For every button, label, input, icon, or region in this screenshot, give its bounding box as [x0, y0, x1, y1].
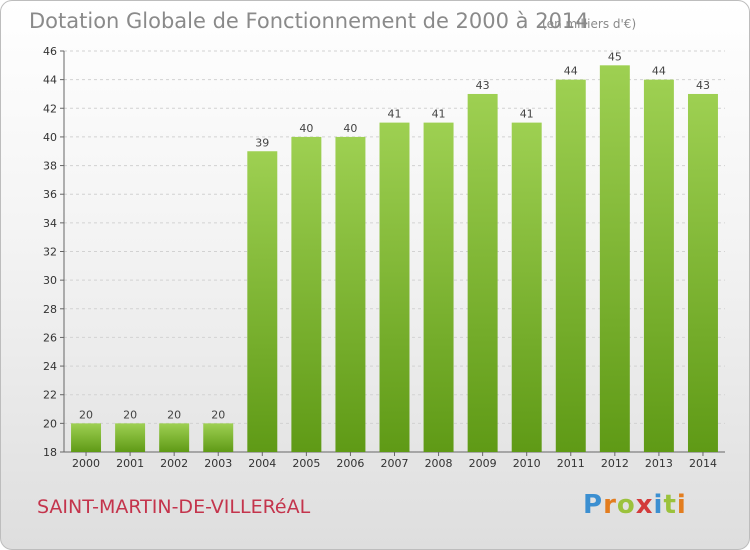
bar-value-label: 40	[343, 122, 357, 135]
y-tick-label: 22	[43, 389, 57, 402]
logo-letter: P	[583, 490, 604, 520]
x-tick-label: 2002	[160, 457, 188, 470]
x-tick-label: 2003	[204, 457, 232, 470]
y-tick-label: 32	[43, 246, 57, 259]
proxiti-logo[interactable]: Proxiti	[583, 490, 687, 520]
y-tick-label: 44	[43, 74, 57, 87]
y-tick-label: 46	[43, 45, 57, 58]
bar	[643, 79, 674, 453]
x-tick-label: 2010	[513, 457, 541, 470]
x-tick-label: 2014	[689, 457, 717, 470]
bar	[599, 65, 630, 453]
x-tick-label: 2008	[425, 457, 453, 470]
y-tick-label: 24	[43, 360, 57, 373]
bar	[291, 136, 322, 452]
bar-value-label: 44	[652, 65, 666, 78]
y-tick-label: 42	[43, 102, 57, 115]
y-tick-label: 34	[43, 217, 57, 230]
x-tick-label: 2011	[557, 457, 585, 470]
bars	[71, 65, 718, 453]
y-tick-label: 36	[43, 188, 57, 201]
bar-value-label: 41	[520, 108, 534, 121]
bar	[159, 423, 190, 452]
y-tick-label: 28	[43, 303, 57, 316]
bar-value-label: 20	[123, 408, 137, 421]
bar-value-label: 41	[388, 108, 402, 121]
bar	[71, 423, 102, 452]
x-tick-label: 2006	[336, 457, 364, 470]
commune-name: SAINT-MARTIN-DE-VILLERéAL	[37, 496, 311, 518]
y-tick-label: 20	[43, 417, 57, 430]
logo-letter: r	[603, 490, 617, 520]
logo-letter: i	[653, 490, 664, 520]
bar-value-label: 43	[476, 79, 490, 92]
bar-value-label: 44	[564, 65, 578, 78]
y-tick-label: 38	[43, 160, 57, 173]
x-tick-label: 2012	[601, 457, 629, 470]
x-tick-label: 2005	[292, 457, 320, 470]
y-tick-label: 40	[43, 131, 57, 144]
x-tick-label: 2009	[469, 457, 497, 470]
bar	[379, 122, 410, 452]
bar-value-label: 20	[167, 408, 181, 421]
x-tick-label: 2004	[248, 457, 276, 470]
bar-value-label: 20	[79, 408, 93, 421]
bar	[555, 79, 586, 453]
chart-title: Dotation Globale de Fonctionnement de 20…	[29, 9, 589, 33]
bar-value-label: 40	[299, 122, 313, 135]
y-tick-label: 30	[43, 274, 57, 287]
labels: 18 20 22 24 26 28 30 32 34 36 38 40 42 44 46 20 2000 20 20…	[43, 45, 717, 470]
x-tick-label: 2007	[381, 457, 409, 470]
x-tick-label: 2001	[116, 457, 144, 470]
logo-letter: i	[676, 490, 687, 520]
logo-letter: o	[616, 490, 636, 520]
bar-value-label: 41	[432, 108, 446, 121]
chart-subtitle: (en milliers d'€)	[542, 17, 637, 31]
y-tick-label: 26	[43, 331, 57, 344]
y-tick-label: 18	[43, 446, 57, 459]
bar	[687, 93, 718, 452]
logo-letter: t	[663, 490, 677, 520]
bar	[423, 122, 454, 452]
x-tick-label: 2000	[72, 457, 100, 470]
bar	[467, 93, 498, 452]
bar-value-label: 45	[608, 50, 622, 63]
bar	[335, 136, 366, 452]
bar-value-label: 43	[696, 79, 710, 92]
bar	[511, 122, 542, 452]
bar	[115, 423, 146, 452]
bar	[247, 151, 278, 452]
x-tick-label: 2013	[645, 457, 673, 470]
logo-letter: x	[635, 490, 654, 520]
bar	[203, 423, 234, 452]
bar-value-label: 39	[255, 136, 269, 149]
bar-value-label: 20	[211, 408, 225, 421]
